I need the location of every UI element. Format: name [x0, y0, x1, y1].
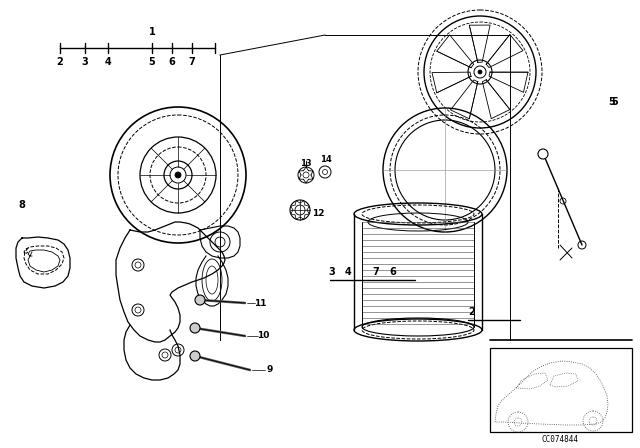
Text: 5: 5 [612, 97, 618, 107]
Text: 4: 4 [104, 57, 111, 67]
Text: 1: 1 [148, 27, 156, 37]
Circle shape [303, 172, 309, 178]
Text: CC074844: CC074844 [541, 435, 579, 444]
Text: 10: 10 [257, 332, 269, 340]
Text: 7: 7 [372, 267, 380, 277]
Circle shape [478, 70, 482, 74]
Circle shape [538, 149, 548, 159]
Circle shape [190, 351, 200, 361]
Text: 2: 2 [56, 57, 63, 67]
Circle shape [175, 172, 181, 178]
Text: 2: 2 [468, 307, 476, 317]
Circle shape [323, 169, 328, 175]
Circle shape [195, 295, 205, 305]
Text: 5: 5 [148, 57, 156, 67]
Text: 6: 6 [390, 267, 396, 277]
Text: 3: 3 [82, 57, 88, 67]
Text: 5: 5 [609, 97, 616, 107]
Text: 3: 3 [328, 267, 335, 277]
Text: 6: 6 [168, 57, 175, 67]
Text: 9: 9 [267, 366, 273, 375]
Text: 4: 4 [344, 267, 351, 277]
Text: 13: 13 [300, 159, 312, 168]
Bar [490, 348, 632, 432]
Text: 8: 8 [19, 200, 26, 210]
Circle shape [190, 323, 200, 333]
Text: 12: 12 [312, 208, 324, 217]
Text: 7: 7 [189, 57, 195, 67]
Text: 11: 11 [253, 298, 266, 307]
Text: 14: 14 [320, 155, 332, 164]
